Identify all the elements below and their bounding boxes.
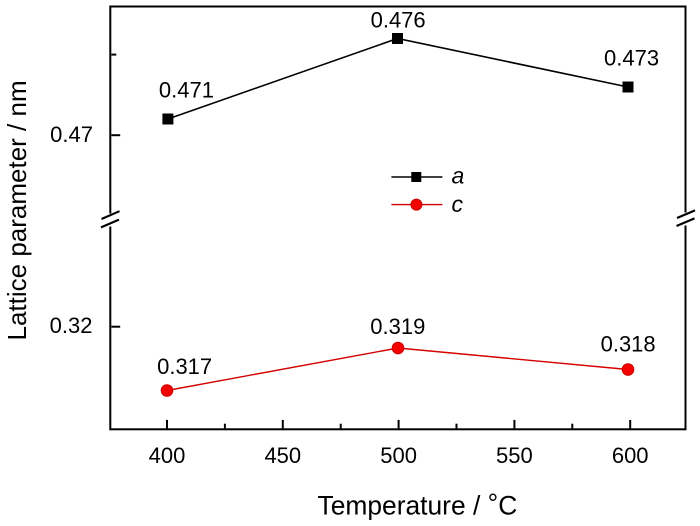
svg-text:0.473: 0.473 [604,46,659,71]
svg-text:0.319: 0.319 [370,314,425,339]
svg-text:Temperature / °C: Temperature / °C [318,489,518,521]
svg-text:0.471: 0.471 [159,77,214,102]
svg-text:500: 500 [380,443,417,468]
svg-text:400: 400 [149,443,186,468]
svg-text:0.317: 0.317 [157,354,212,379]
svg-text:Lattice parameter / nm: Lattice parameter / nm [2,80,32,340]
svg-text:0.318: 0.318 [601,332,656,357]
svg-text:0.47: 0.47 [50,122,93,147]
svg-text:550: 550 [496,443,533,468]
svg-text:450: 450 [264,443,301,468]
svg-text:0.32: 0.32 [50,313,93,338]
svg-text:c: c [452,191,464,217]
svg-text:0.476: 0.476 [371,7,426,32]
svg-text:600: 600 [612,443,649,468]
svg-text:a: a [452,163,465,189]
